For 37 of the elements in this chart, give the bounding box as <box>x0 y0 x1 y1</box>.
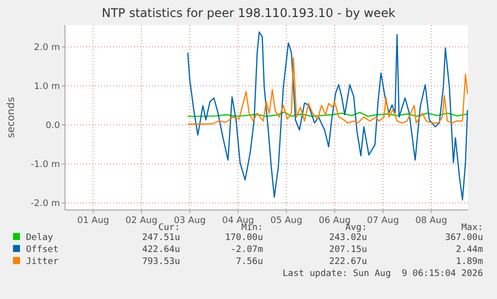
text: 222.67u <box>329 257 367 267</box>
text: Max: <box>461 223 483 233</box>
y-tick-label: -1.0 m <box>30 160 60 170</box>
text: 7.56u <box>236 257 263 267</box>
text: Last update: Sun Aug 9 06:15:04 2026 <box>282 269 483 279</box>
y-tick-label: 0.0 <box>46 121 60 132</box>
line-series <box>187 31 468 200</box>
legend-label: Delay <box>26 233 54 243</box>
text: 422.64u <box>142 245 180 255</box>
text: Avg: <box>345 223 367 233</box>
text: 2.44m <box>456 245 483 255</box>
x-tick-label: 02 Aug <box>126 216 158 226</box>
text: 1.89m <box>456 257 483 267</box>
text: 367.00u <box>445 233 483 243</box>
text: 207.15u <box>329 245 367 255</box>
text: 170.00u <box>225 233 263 243</box>
text: 243.02u <box>329 233 367 243</box>
x-tick-label: 07 Aug <box>367 216 399 226</box>
text: Min: <box>241 223 263 233</box>
chart-title: NTP statistics for peer 198.110.193.10 - by week <box>102 6 396 20</box>
x-tick-label: 06 Aug <box>318 216 351 226</box>
text: 793.53u <box>142 257 180 267</box>
text: -2.07m <box>230 245 263 255</box>
x-tick-label: 08 Aug <box>415 216 448 226</box>
x-tick-label: 01 Aug <box>77 216 110 226</box>
y-axis-title: seconds <box>6 97 17 138</box>
line-series <box>187 57 468 125</box>
x-tick-label: 05 Aug <box>270 216 302 226</box>
legend-label: Offset <box>26 245 59 255</box>
x-tick-label: 04 Aug <box>222 216 254 226</box>
y-tick-label: -2.0 m <box>30 199 60 210</box>
y-tick-label: 2.0 m <box>34 43 60 54</box>
text: 247.51u <box>142 233 180 243</box>
y-tick-label: 1.0 m <box>34 82 60 92</box>
text: Cur: <box>158 223 180 233</box>
x-tick-label: 03 Aug <box>174 216 206 226</box>
legend-label: Jitter <box>26 257 60 267</box>
